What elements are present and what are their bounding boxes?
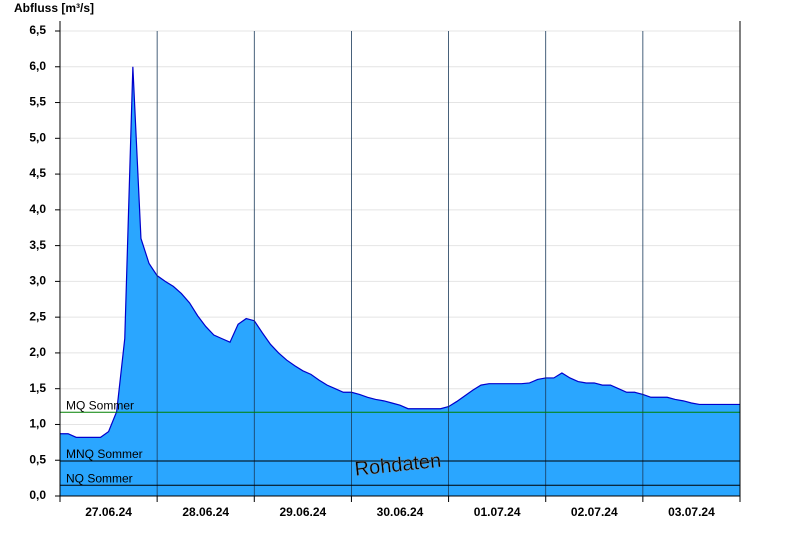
y-tick-label: 4,5	[29, 166, 46, 180]
y-tick-label: 0,0	[29, 488, 46, 502]
y-axis-label: Abfluss [m³/s]	[14, 1, 94, 15]
y-tick-label: 4,0	[29, 202, 46, 216]
y-tick-label: 6,0	[29, 59, 46, 73]
y-tick-label: 5,5	[29, 95, 46, 109]
y-tick-label: 6,5	[29, 23, 46, 37]
reference-label: MNQ Sommer	[66, 447, 143, 461]
reference-label: NQ Sommer	[66, 471, 133, 485]
x-tick-label: 02.07.24	[571, 505, 618, 519]
y-tick-label: 2,0	[29, 345, 46, 359]
x-tick-label: 03.07.24	[668, 505, 715, 519]
line	[60, 66, 740, 438]
y-tick-label: 1,0	[29, 417, 46, 431]
reference-label: MQ Sommer	[66, 398, 134, 412]
y-tick-label: 3,0	[29, 274, 46, 288]
y-tick-label: 1,5	[29, 381, 46, 395]
y-tick-label: 3,5	[29, 238, 46, 252]
x-tick-label: 29.06.24	[279, 505, 326, 519]
x-tick-label: 28.06.24	[182, 505, 229, 519]
area	[60, 66, 740, 497]
x-tick-label: 30.06.24	[377, 505, 424, 519]
y-tick-label: 2,5	[29, 309, 46, 323]
y-tick-label: 0,5	[29, 452, 46, 466]
x-tick-label: 27.06.24	[85, 505, 132, 519]
y-tick-label: 5,0	[29, 130, 46, 144]
x-tick-label: 01.07.24	[474, 505, 521, 519]
